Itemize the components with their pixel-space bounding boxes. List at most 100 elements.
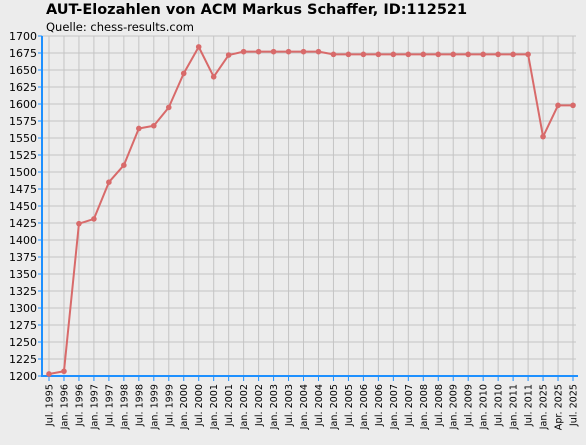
y-tick-label: 1675: [9, 47, 37, 60]
y-tick-label: 1450: [9, 200, 37, 213]
x-tick-label: Jul. 2006: [374, 384, 385, 427]
y-tick-label: 1425: [9, 217, 37, 230]
x-tick-label: Jan. 2004: [299, 384, 310, 430]
x-tick-label: Jul. 2011: [524, 384, 535, 427]
x-tick-label: Jul. 2025: [569, 384, 580, 427]
data-point: [121, 162, 127, 168]
y-tick-label: 1400: [9, 234, 37, 247]
x-tick-label: Jan. 2010: [479, 384, 490, 430]
data-point: [270, 48, 277, 55]
chart-subtitle: Quelle: chess-results.com: [46, 20, 194, 34]
x-tick-label: Jul. 1998: [134, 384, 145, 427]
data-point: [465, 51, 472, 58]
x-tick-label: Apr. 2025: [554, 384, 565, 430]
axis-layer: [38, 35, 578, 381]
data-point: [180, 70, 187, 77]
x-tick-label: Jan. 1997: [89, 384, 100, 430]
data-point: [495, 51, 501, 58]
y-tick-labels: 1200 1225 1250 1275 1300 1325 1350 1375 1400 1425…: [9, 30, 37, 383]
data-point: [540, 133, 546, 140]
x-tick-label: Jan. 2006: [359, 384, 370, 430]
y-tick-label: 1550: [9, 132, 37, 145]
y-tick-label: 1350: [9, 268, 37, 281]
data-point: [345, 51, 352, 58]
x-tick-label: Jan. 2008: [419, 384, 430, 430]
data-point: [210, 74, 217, 80]
x-tick-label: Jul. 2005: [344, 384, 355, 427]
y-tick-label: 1575: [9, 115, 37, 128]
y-tick-label: 1500: [9, 166, 37, 179]
data-point: [76, 220, 82, 227]
x-tick-label: Jan. 2003: [269, 384, 280, 430]
grid-layer: [42, 35, 576, 377]
data-point: [225, 52, 232, 58]
x-tick-label: Jul. 2008: [434, 384, 445, 427]
y-tick-label: 1300: [9, 302, 37, 315]
x-tick-label: Jan. 2002: [239, 384, 250, 430]
x-tick-label: Jul. 2000: [194, 384, 205, 427]
x-tick-label: Jul. 2003: [284, 384, 295, 427]
data-point: [46, 371, 52, 377]
data-point: [330, 51, 337, 58]
x-tick-label: Jul. 1996: [74, 384, 85, 427]
x-tick-label: Jan. 2007: [389, 384, 400, 430]
y-tick-label: 1325: [9, 285, 37, 298]
data-point: [151, 122, 157, 129]
y-tick-label: 1650: [9, 64, 37, 77]
x-tick-label: Jan. 2009: [449, 384, 460, 430]
x-tick-label: Jul. 2004: [314, 384, 325, 427]
chart-title: AUT-Elozahlen von ACM Markus Schaffer, I…: [46, 2, 468, 18]
y-tick-label: 1600: [9, 98, 37, 111]
y-tick-label: 1225: [9, 353, 37, 366]
x-tick-label: Jul. 2007: [404, 384, 415, 427]
data-point: [510, 51, 516, 58]
series-layer: [46, 44, 576, 377]
x-tick-label: Jan. 2011: [509, 384, 520, 430]
data-point: [390, 51, 397, 58]
data-point: [420, 51, 427, 58]
data-point: [300, 48, 307, 55]
data-point: [525, 51, 531, 58]
x-tick-labels: Jul. 1995 Jan. 1996 Jul. 1996 Jan. 1997 Jul.…: [45, 384, 580, 430]
data-point: [405, 51, 412, 58]
x-tick-label: Jul. 2010: [494, 384, 505, 427]
x-tick-label: Jan. 2000: [179, 384, 190, 430]
data-point: [91, 216, 97, 222]
data-point: [315, 48, 322, 55]
data-point: [435, 51, 442, 58]
x-tick-label: Jan. 2001: [209, 384, 220, 430]
data-point: [136, 125, 142, 132]
x-tick-label: Jan. 2025: [539, 384, 550, 430]
data-point: [240, 48, 247, 55]
x-tick-label: Jul. 2009: [464, 384, 475, 427]
y-tick-label: 1375: [9, 251, 37, 264]
y-tick-label: 1200: [9, 370, 37, 383]
y-tick-label: 1275: [9, 319, 37, 332]
x-tick-label: Jul. 1997: [104, 384, 115, 427]
x-tick-label: Jan. 2005: [329, 384, 340, 430]
data-point: [450, 51, 457, 58]
data-point: [106, 179, 112, 185]
data-point: [375, 51, 382, 58]
y-tick-label: 1625: [9, 81, 37, 94]
x-tick-label: Jul. 1999: [164, 384, 175, 427]
data-point: [195, 44, 202, 50]
x-tick-label: Jul. 2002: [254, 384, 265, 427]
y-tick-label: 1475: [9, 183, 37, 196]
data-point: [255, 48, 262, 55]
data-point: [165, 104, 172, 111]
x-tick-label: Jan. 1999: [149, 384, 160, 430]
x-tick-label: Jul. 1995: [45, 384, 56, 427]
x-tick-label: Jan. 1998: [119, 384, 130, 430]
y-tick-label: 1250: [9, 336, 37, 349]
x-tick-label: Jan. 1996: [59, 384, 70, 430]
data-point: [555, 102, 561, 109]
data-point: [61, 368, 67, 375]
data-point: [285, 48, 292, 55]
y-tick-label: 1700: [9, 30, 37, 43]
x-tick-label: Jul. 2001: [224, 384, 235, 427]
data-point: [570, 102, 576, 109]
data-point: [480, 51, 486, 58]
data-point: [360, 51, 367, 58]
